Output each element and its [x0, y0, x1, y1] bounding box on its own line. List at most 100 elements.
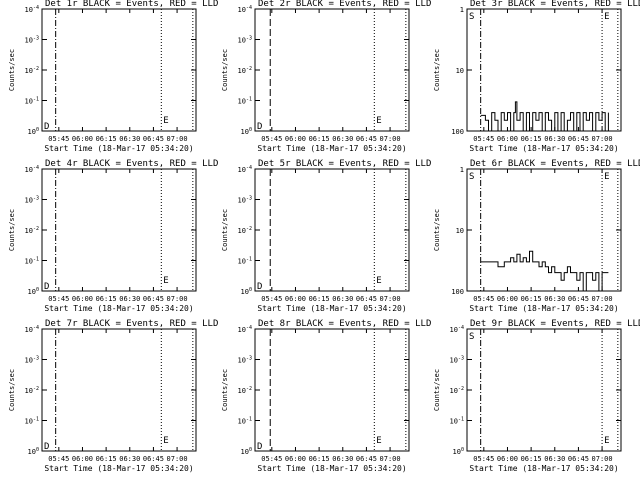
y-tick-label: 10-1 — [25, 257, 39, 266]
edge-label: E — [376, 276, 381, 286]
y-tick-label: 10-4 — [238, 5, 252, 14]
y-tick-label: 10-3 — [238, 36, 252, 45]
edge-label: E — [604, 172, 609, 182]
x-tick-label: 06:15 — [309, 135, 330, 143]
x-tick-label: 06:45 — [143, 295, 164, 303]
x-tick-label: 06:45 — [356, 295, 377, 303]
y-axis-label: Counts/sec — [8, 49, 16, 91]
y-tick-label: 10-2 — [238, 386, 252, 395]
x-tick-label: 06:00 — [285, 135, 306, 143]
chart-title: Det 9r BLACK = Events, RED = LLD — [470, 319, 640, 329]
y-tick-label: 100 — [28, 287, 39, 296]
x-tick-label: 07:00 — [380, 135, 401, 143]
x-tick-label: 06:00 — [72, 455, 93, 463]
x-tick-label: 06:00 — [285, 455, 306, 463]
y-tick-label: 10-1 — [238, 417, 252, 426]
plot-frame — [254, 328, 410, 452]
y-tick-label: 100 — [28, 447, 39, 456]
x-tick-label: 06:15 — [521, 455, 542, 463]
x-tick-label: 06:15 — [309, 455, 330, 463]
y-tick-label: 10 — [456, 227, 464, 235]
chart-panel: Det 4r BLACK = Events, RED = LLD 100 10-1 1… — [8, 159, 218, 313]
x-tick-label: 06:30 — [332, 295, 353, 303]
events-series-line — [480, 101, 609, 132]
y-tick-label: 1 — [460, 6, 464, 14]
x-tick-label: 06:00 — [497, 135, 518, 143]
y-axis-label: Counts/sec — [221, 209, 229, 251]
x-tick-label: 06:45 — [568, 135, 589, 143]
y-axis-label: Counts/sec — [221, 369, 229, 411]
y-axis-label: Counts/sec — [433, 49, 441, 91]
edge-label: E — [376, 436, 381, 446]
y-tick-label: 10-4 — [25, 325, 39, 334]
y-tick-label: 100 — [451, 288, 464, 296]
x-axis-label: Start Time (18-Mar-17 05:34:20) — [469, 304, 618, 313]
x-tick-label: 06:30 — [332, 135, 353, 143]
y-tick-label: 10-1 — [238, 257, 252, 266]
x-tick-label: 06:30 — [119, 455, 140, 463]
x-tick-label: 05:45 — [261, 455, 282, 463]
x-tick-label: 05:45 — [48, 455, 69, 463]
plot-frame — [254, 168, 410, 292]
chart-panel: Det 6r BLACK = Events, RED = LLD 100 10 1 05… — [433, 159, 640, 313]
edge-label: E — [163, 436, 168, 446]
chart-panel: Det 2r BLACK = Events, RED = LLD 100 10-1 1… — [221, 0, 431, 153]
x-tick-label: 06:00 — [497, 455, 518, 463]
edge-label: S — [469, 332, 474, 342]
y-tick-label: 10-3 — [25, 196, 39, 205]
x-tick-label: 07:00 — [380, 455, 401, 463]
x-tick-label: 07:00 — [380, 295, 401, 303]
y-tick-label: 10-2 — [25, 66, 39, 75]
chart-title: Det 7r BLACK = Events, RED = LLD — [45, 319, 218, 329]
x-tick-label: 06:15 — [521, 135, 542, 143]
edge-label: E — [604, 436, 609, 446]
x-tick-label: 05:45 — [473, 295, 494, 303]
x-tick-label: 06:45 — [568, 295, 589, 303]
y-tick-label: 10-1 — [450, 417, 464, 426]
y-tick-label: 10-3 — [238, 356, 252, 365]
y-tick-label: 10-3 — [25, 36, 39, 45]
y-tick-label: 10-4 — [450, 325, 464, 334]
y-axis-label: Counts/sec — [221, 49, 229, 91]
x-tick-label: 06:15 — [96, 455, 117, 463]
y-tick-label: 100 — [28, 127, 39, 136]
edge-label: E — [376, 116, 381, 126]
y-tick-label: 10 — [456, 67, 464, 75]
chart-panel: Det 5r BLACK = Events, RED = LLD 100 10-1 1… — [221, 159, 431, 313]
edge-label: E — [604, 12, 609, 22]
y-tick-label: 10-3 — [25, 356, 39, 365]
chart-title: Det 3r BLACK = Events, RED = LLD — [470, 0, 640, 9]
x-axis-label: Start Time (18-Mar-17 05:34:20) — [257, 464, 406, 473]
x-tick-label: 07:00 — [167, 455, 188, 463]
y-tick-label: 100 — [451, 128, 464, 136]
y-tick-label: 100 — [241, 447, 252, 456]
x-tick-label: 07:00 — [592, 295, 613, 303]
y-tick-label: 10-1 — [238, 97, 252, 106]
x-tick-label: 06:45 — [356, 135, 377, 143]
x-tick-label: 06:00 — [72, 295, 93, 303]
x-tick-label: 06:15 — [309, 295, 330, 303]
y-tick-label: 10-2 — [238, 226, 252, 235]
x-axis-label: Start Time (18-Mar-17 05:34:20) — [44, 464, 193, 473]
x-axis-label: Start Time (18-Mar-17 05:34:20) — [257, 144, 406, 153]
y-tick-label: 10-2 — [450, 386, 464, 395]
x-tick-label: 05:45 — [48, 135, 69, 143]
x-tick-label: 06:45 — [356, 455, 377, 463]
x-tick-label: 06:15 — [96, 135, 117, 143]
x-tick-label: 05:45 — [48, 295, 69, 303]
x-tick-label: 06:30 — [544, 455, 565, 463]
chart-title: Det 4r BLACK = Events, RED = LLD — [45, 159, 218, 169]
chart-title: Det 5r BLACK = Events, RED = LLD — [258, 159, 431, 169]
y-axis-label: Counts/sec — [433, 209, 441, 251]
x-tick-label: 06:00 — [497, 295, 518, 303]
chart-panel: Det 3r BLACK = Events, RED = LLD 100 10 1 05… — [433, 0, 640, 153]
plot-frame — [41, 328, 197, 452]
y-axis-label: Counts/sec — [8, 369, 16, 411]
chart-panel: Det 8r BLACK = Events, RED = LLD 100 10-1 1… — [221, 319, 431, 473]
y-tick-label: 1 — [460, 166, 464, 174]
x-tick-label: 07:00 — [167, 295, 188, 303]
y-tick-label: 10-4 — [238, 165, 252, 174]
chart-panel: Det 9r BLACK = Events, RED = LLD 100 10-1 1… — [433, 319, 640, 473]
y-tick-label: 100 — [241, 127, 252, 136]
